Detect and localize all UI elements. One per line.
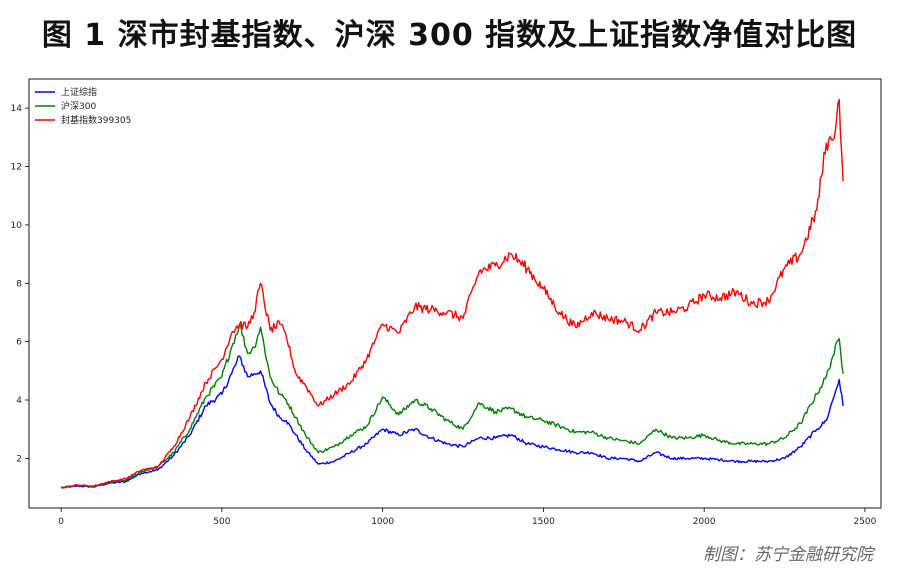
y-tick-label: 14	[11, 104, 23, 114]
x-tick-label: 1000	[371, 517, 394, 527]
legend-label: 封基指数399305	[61, 114, 131, 126]
y-tick-label: 4	[16, 396, 22, 406]
y-tick-label: 6	[16, 338, 22, 348]
series-line	[60, 323, 844, 489]
x-tick-label: 500	[213, 517, 230, 527]
plot-frame	[28, 78, 882, 509]
legend-label: 上证综指	[61, 86, 97, 98]
y-tick-label: 10	[11, 221, 23, 231]
series-line	[61, 355, 844, 489]
x-tick-label: 1500	[532, 517, 555, 527]
x-tick-label: 2500	[853, 517, 876, 527]
y-tick-label: 2	[16, 454, 22, 464]
chart-title: 图 1 深市封基指数、沪深 300 指数及上证指数净值对比图	[41, 18, 858, 53]
legend-label: 沪深300	[61, 100, 96, 112]
y-tick-label: 8	[16, 279, 22, 289]
credit-text: 制图：苏宁金融研究院	[703, 545, 873, 565]
x-tick-label: 0	[58, 517, 64, 527]
y-tick-label: 12	[11, 163, 22, 173]
series-line	[60, 98, 844, 489]
x-tick-label: 2000	[693, 517, 716, 527]
